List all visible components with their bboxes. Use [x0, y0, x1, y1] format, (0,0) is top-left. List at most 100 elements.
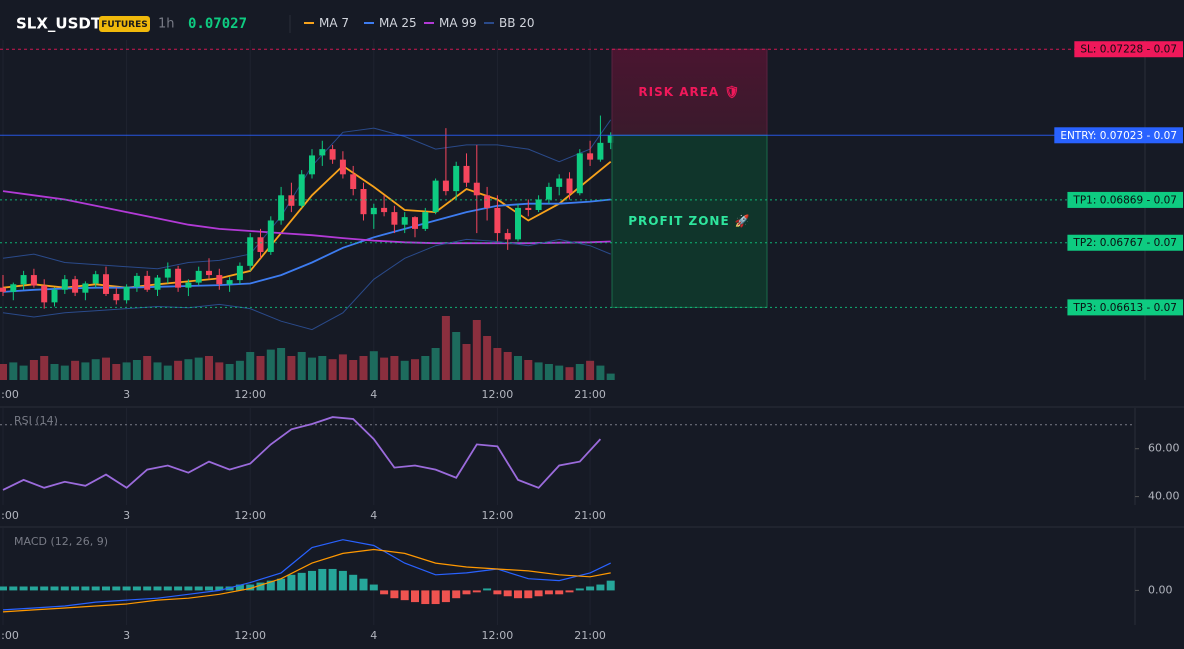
candle-body	[484, 195, 491, 208]
candle-body	[597, 142, 604, 160]
volume-bar	[472, 320, 481, 380]
volume-bar	[441, 316, 450, 380]
candle-body	[20, 275, 27, 285]
volume-bar	[431, 348, 440, 380]
volume-bar	[606, 373, 615, 380]
candle-body	[226, 280, 233, 285]
histogram-bar	[575, 588, 584, 591]
level-label-bg	[1054, 127, 1183, 144]
volume-bar	[596, 365, 605, 380]
histogram-bar	[400, 590, 409, 601]
volume-bar	[575, 364, 584, 380]
histogram-bar	[338, 570, 347, 591]
histogram-bar	[390, 590, 399, 599]
volume-bar	[287, 356, 296, 380]
volume-bar	[205, 356, 213, 380]
candle-body	[41, 285, 48, 303]
badge: FUTURES	[101, 20, 147, 30]
volume-bar	[184, 359, 193, 380]
candle-body	[216, 275, 223, 285]
histogram-bar	[19, 586, 28, 591]
histogram-bar	[102, 586, 110, 591]
histogram-bar	[153, 586, 162, 591]
histogram-bar	[431, 590, 440, 605]
histogram-bar	[184, 586, 193, 591]
x-tick-label: 21:00	[574, 629, 606, 642]
histogram-bar	[380, 590, 389, 595]
volume-bar	[328, 359, 337, 380]
candle-body	[329, 149, 336, 160]
x-tick-label: 12:00	[0, 509, 19, 522]
candle-body	[504, 233, 511, 240]
candle-body	[133, 275, 140, 287]
volume-bar	[493, 348, 502, 380]
candle-body	[587, 153, 594, 160]
x-tick-label: 21:00	[574, 509, 606, 522]
histogram-bar	[91, 586, 100, 591]
candle-body	[442, 180, 449, 192]
candle-body	[92, 274, 99, 284]
volume-bar	[565, 367, 574, 380]
histogram-bar	[514, 590, 522, 599]
histogram-bar	[586, 586, 595, 591]
volume-bar	[256, 356, 265, 380]
candle-body	[278, 195, 285, 221]
volume-bar	[266, 349, 275, 380]
candle-body	[360, 189, 367, 215]
rsi-line	[2, 416, 602, 491]
volume-bar	[0, 364, 7, 380]
candle-body	[144, 275, 151, 290]
x-tick-label: 4	[370, 388, 377, 401]
level-label: TP3: 0.06613 - 0.07	[1072, 302, 1177, 314]
volume-bar	[9, 362, 18, 380]
histogram-bar	[503, 590, 512, 597]
histogram-bar	[483, 588, 492, 591]
legend: MA 7 MA 25 MA 99 BB 20	[304, 16, 535, 30]
volume-bar	[19, 365, 28, 380]
symbol: SLX_USDT	[16, 15, 102, 33]
candle-body	[164, 268, 171, 278]
bollinger-band	[2, 238, 611, 331]
candle-body	[123, 286, 130, 301]
candle-body	[339, 159, 346, 175]
histogram-bar	[328, 568, 337, 591]
candle-body	[515, 207, 521, 240]
histogram-bar	[555, 590, 564, 595]
volume-bar	[380, 357, 389, 380]
volume-bar	[411, 359, 419, 380]
volume-bar	[143, 356, 152, 380]
x-tick-label: 4	[370, 629, 377, 642]
x-tick-label: 12:00	[234, 388, 266, 401]
volume-bar	[71, 360, 80, 380]
candle-body	[298, 174, 305, 206]
histogram-bar	[565, 590, 574, 593]
candle-body	[195, 270, 202, 283]
candle-body	[30, 275, 37, 286]
histogram-bar	[81, 586, 90, 591]
volume-bar	[349, 360, 358, 380]
histogram-bar	[411, 590, 419, 603]
histogram-bar	[71, 586, 80, 591]
volume-bar	[132, 360, 141, 380]
candle-body	[607, 135, 614, 143]
histogram-bar	[266, 580, 275, 591]
histogram-bar	[544, 590, 553, 595]
y-tick-label: 60.00	[1148, 442, 1180, 455]
candle-body	[288, 195, 295, 206]
volume-bar	[586, 360, 595, 380]
level-label: TP1: 0.06869 - 0.07	[1072, 194, 1177, 206]
histogram-bar	[441, 590, 450, 603]
level-label: TP2: 0.06767 - 0.07	[1072, 237, 1177, 249]
y-tick-label: 0.00	[1148, 583, 1173, 596]
zone-label: PROFIT ZONE 🚀	[628, 214, 751, 228]
volume-bar	[421, 356, 430, 380]
candle-body	[535, 199, 542, 210]
volume-bar	[40, 356, 49, 380]
histogram-bar	[205, 586, 213, 591]
y-tick-label: 40.00	[1148, 490, 1180, 503]
histogram-bar	[246, 584, 255, 591]
histogram-bar	[606, 580, 615, 591]
legend-label: MA 99	[439, 16, 477, 30]
